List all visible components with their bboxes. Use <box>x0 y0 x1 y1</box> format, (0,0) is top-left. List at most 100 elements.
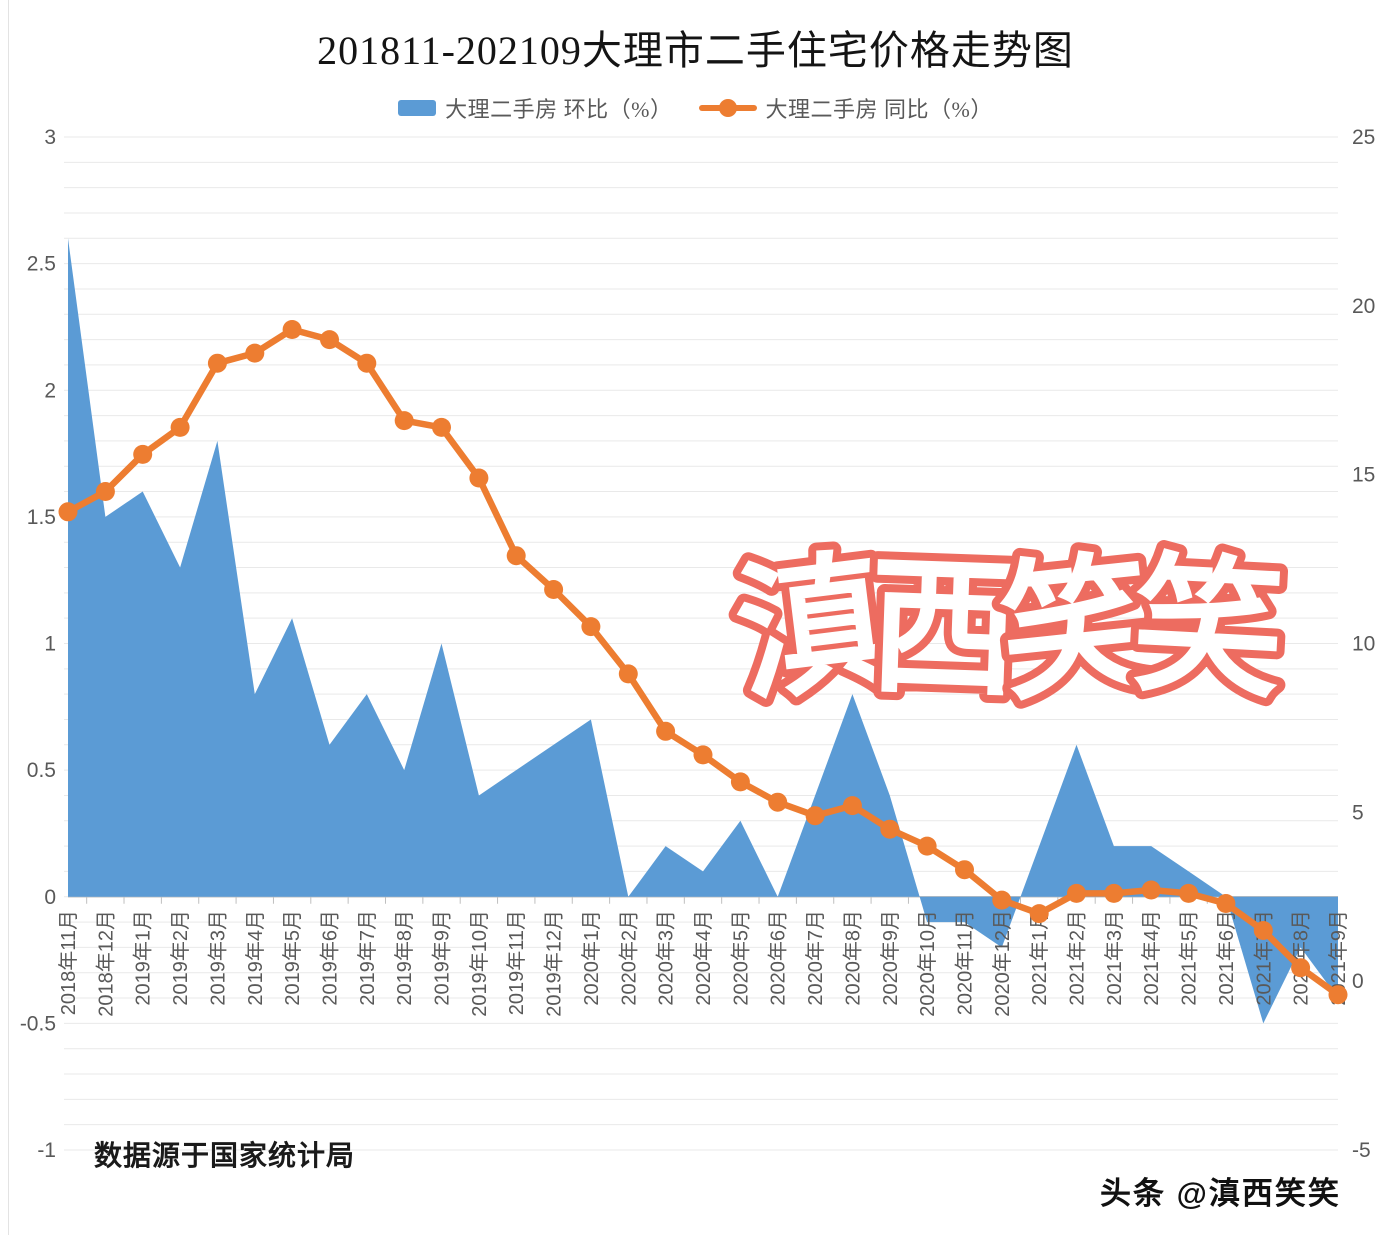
x-tick-label: 2018年12月 <box>94 910 117 1017</box>
data-point-marker <box>656 721 676 741</box>
x-axis-labels: 2018年11月 2018年12月 2019年1月 2019年2月 2019年3月 201… <box>57 910 1350 1017</box>
data-source-note: 数据源于国家统计局 <box>94 1140 356 1171</box>
chart-left-border <box>8 0 9 1235</box>
data-point-marker <box>992 890 1012 910</box>
yoy-line-markers <box>58 320 1348 1005</box>
data-point-marker <box>506 546 526 566</box>
x-tick-label: 2020年12月 <box>991 910 1014 1017</box>
x-tick-label: 2019年11月 <box>505 910 528 1015</box>
x-tick-label: 2020年6月 <box>767 910 790 1006</box>
x-tick-label: 2020年8月 <box>841 910 864 1006</box>
data-point-marker <box>1104 883 1124 903</box>
left-axis-tick-label: -1 <box>37 1139 56 1162</box>
x-tick-label: 2021年8月 <box>1290 910 1313 1006</box>
data-point-marker <box>133 444 153 464</box>
x-tick-label: 2019年6月 <box>318 910 341 1006</box>
data-point-marker <box>618 664 638 684</box>
data-point-marker <box>170 417 190 437</box>
data-point-marker <box>1179 883 1199 903</box>
right-axis-labels: 25 20 15 10 5 0 -5 <box>1352 126 1375 1162</box>
chart-legend: 大理二手房 环比（%） 大理二手房 同比（%） <box>0 92 1391 124</box>
x-tick-label: 2021年4月 <box>1140 910 1163 1006</box>
data-point-marker <box>58 502 78 522</box>
watermark-character: 滇 <box>727 535 896 720</box>
right-axis-tick-label: 5 <box>1352 801 1364 824</box>
left-axis-tick-label: 1 <box>44 633 56 656</box>
data-point-marker <box>394 411 414 431</box>
left-axis-labels: 3 2.5 2 1.5 1 0.5 0 -0.5 -1 <box>20 126 56 1162</box>
x-tick-label: 2021年3月 <box>1103 910 1126 1006</box>
left-axis-tick-label: 0.5 <box>27 759 56 782</box>
x-tick-label: 2020年5月 <box>729 910 752 1006</box>
x-tick-label: 2021年2月 <box>1066 910 1089 1006</box>
legend-label-yoy: 大理二手房 同比（%） <box>765 97 993 122</box>
x-tick-label: 2020年1月 <box>580 910 603 1006</box>
right-axis-tick-label: -5 <box>1352 1139 1371 1162</box>
data-point-marker <box>320 330 339 350</box>
x-tick-label: 2020年2月 <box>617 910 640 1006</box>
x-tick-label: 2021年5月 <box>1178 910 1201 1006</box>
x-tick-label: 2019年4月 <box>244 910 267 1006</box>
mom-area-series <box>68 238 1338 1024</box>
left-axis-tick-label: 3 <box>44 126 56 149</box>
x-tick-label: 2019年12月 <box>543 910 566 1017</box>
data-point-marker <box>544 580 564 599</box>
x-tick-label: 2021年1月 <box>1028 910 1051 1006</box>
x-tick-label: 2020年10月 <box>916 910 939 1017</box>
data-point-marker <box>917 836 937 856</box>
legend-item-mom: 大理二手房 环比（%） <box>398 92 672 124</box>
x-tick-label: 2020年9月 <box>879 910 902 1006</box>
x-tick-label: 2019年7月 <box>356 910 379 1006</box>
data-point-marker <box>245 343 265 363</box>
data-point-marker <box>207 353 227 373</box>
x-tick-label: 2020年7月 <box>804 910 827 1006</box>
chart-title: 201811-202109大理市二手住宅价格走势图 <box>317 28 1074 73</box>
data-point-marker <box>432 417 451 437</box>
x-tick-label: 2021年9月 <box>1327 910 1350 1006</box>
data-point-marker <box>95 482 115 501</box>
data-point-marker <box>1291 958 1311 978</box>
data-point-marker <box>469 468 489 488</box>
x-tick-label: 2019年2月 <box>169 910 192 1006</box>
x-tick-label: 2018年11月 <box>57 910 80 1015</box>
x-tick-label: 2021年6月 <box>1215 910 1238 1006</box>
data-point-marker <box>1253 921 1273 940</box>
line-series-swatch-icon <box>698 99 757 117</box>
left-axis-tick-label: 0 <box>44 886 56 909</box>
gridlines <box>64 136 1338 1151</box>
left-axis-tick-label: 1.5 <box>27 506 56 529</box>
data-point-marker <box>1029 904 1049 924</box>
x-tick-label: 2019年1月 <box>132 910 155 1006</box>
right-axis-tick-label: 25 <box>1352 126 1375 149</box>
left-axis-tick-label: -0.5 <box>20 1012 56 1035</box>
right-axis-tick-label: 0 <box>1352 970 1364 993</box>
watermark-character: 西 <box>866 541 1022 714</box>
data-point-marker <box>1328 985 1348 1005</box>
x-tick-label: 2019年9月 <box>431 910 454 1006</box>
data-point-marker <box>1141 880 1161 900</box>
x-tick-label: 2019年8月 <box>393 910 416 1006</box>
data-point-marker <box>1067 883 1086 903</box>
x-tick-label: 2020年4月 <box>692 910 715 1006</box>
data-point-marker <box>955 860 974 880</box>
data-point-marker <box>581 617 601 637</box>
x-tick-label: 2020年11月 <box>953 910 976 1015</box>
data-point-marker <box>693 745 713 765</box>
legend-label-mom: 大理二手房 环比（%） <box>445 97 673 122</box>
left-axis-tick-label: 2.5 <box>27 253 56 276</box>
data-point-marker <box>768 792 788 812</box>
data-point-marker <box>842 796 862 816</box>
author-credit: 头条 @滇西笑笑 <box>1100 1176 1341 1211</box>
data-point-marker <box>1216 894 1236 913</box>
data-point-marker <box>880 819 900 839</box>
legend-item-yoy: 大理二手房 同比（%） <box>698 92 993 124</box>
right-axis-tick-label: 10 <box>1352 633 1375 656</box>
x-axis-ticks <box>86 896 1320 904</box>
watermark-character: 笑 <box>1129 540 1288 716</box>
data-point-marker <box>282 320 302 339</box>
x-tick-label: 2019年10月 <box>468 910 491 1017</box>
left-axis-tick-label: 2 <box>44 379 56 402</box>
x-tick-label: 2019年5月 <box>281 910 304 1006</box>
